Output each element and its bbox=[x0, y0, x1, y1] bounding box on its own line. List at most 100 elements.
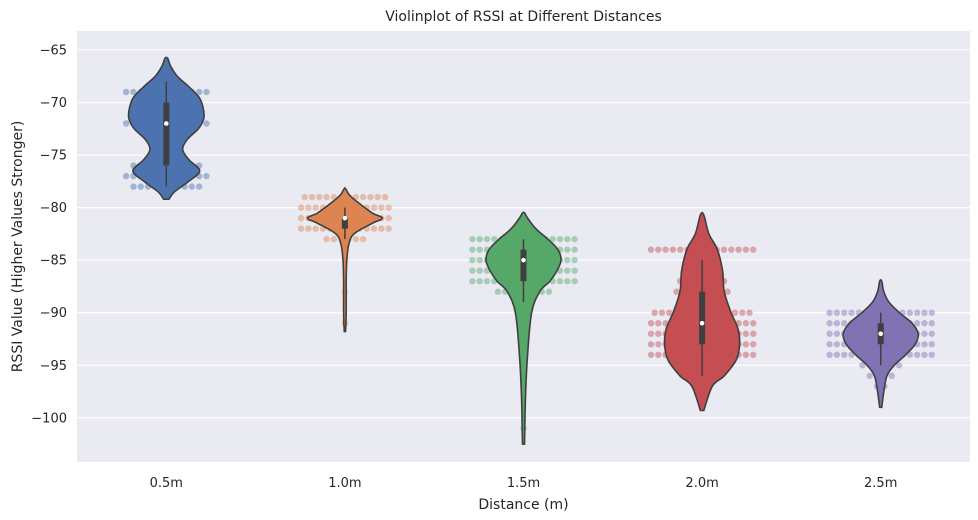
data-point bbox=[203, 120, 210, 127]
y-tick-label: −75 bbox=[40, 149, 67, 164]
data-point bbox=[928, 320, 935, 327]
data-point bbox=[571, 235, 578, 243]
data-point bbox=[195, 183, 203, 190]
violin-body bbox=[485, 211, 562, 445]
y-tick-label: −85 bbox=[40, 254, 67, 269]
x-tick-label: 1.5m bbox=[507, 476, 540, 491]
data-point bbox=[841, 309, 848, 316]
data-point bbox=[677, 246, 684, 253]
data-point bbox=[483, 235, 491, 243]
data-point bbox=[330, 235, 338, 243]
data-point bbox=[750, 330, 757, 337]
data-point bbox=[385, 204, 392, 211]
y-tick-label: −95 bbox=[40, 359, 67, 374]
data-point bbox=[381, 193, 389, 201]
data-point bbox=[833, 330, 841, 337]
data-point bbox=[370, 204, 378, 211]
data-point bbox=[928, 351, 935, 358]
data-point bbox=[195, 88, 203, 96]
data-point bbox=[122, 88, 130, 96]
data-point bbox=[833, 351, 841, 358]
median-marker bbox=[164, 121, 169, 126]
data-point bbox=[367, 193, 374, 201]
data-point bbox=[316, 193, 323, 201]
data-point bbox=[750, 351, 757, 358]
x-tick-label: 0.5m bbox=[150, 476, 183, 491]
data-point bbox=[750, 320, 757, 327]
data-point bbox=[545, 288, 553, 295]
data-point bbox=[724, 288, 731, 295]
data-point bbox=[833, 309, 841, 316]
data-point bbox=[571, 256, 578, 264]
data-point bbox=[914, 320, 921, 327]
data-point bbox=[921, 351, 928, 358]
data-point bbox=[859, 362, 866, 369]
data-point bbox=[352, 235, 360, 243]
x-tick-label: 2.5m bbox=[864, 476, 897, 491]
data-point bbox=[564, 246, 571, 253]
median-marker bbox=[878, 331, 883, 337]
data-point bbox=[571, 246, 578, 253]
data-point bbox=[895, 362, 903, 369]
data-point bbox=[720, 246, 728, 253]
data-point bbox=[826, 309, 833, 316]
data-point bbox=[666, 309, 673, 316]
y-tick-label: −80 bbox=[40, 201, 67, 216]
data-point bbox=[469, 246, 476, 253]
iqr-box bbox=[699, 291, 706, 345]
data-point bbox=[866, 372, 873, 379]
data-point bbox=[750, 341, 757, 348]
data-point bbox=[669, 246, 677, 253]
data-point bbox=[742, 330, 750, 337]
data-point bbox=[305, 204, 312, 211]
data-point bbox=[469, 277, 476, 285]
data-point bbox=[312, 225, 319, 232]
data-point bbox=[647, 351, 655, 358]
median-marker bbox=[699, 320, 705, 326]
data-point bbox=[826, 320, 833, 327]
data-point bbox=[378, 204, 385, 211]
data-point bbox=[297, 204, 305, 211]
data-point bbox=[564, 277, 571, 285]
data-point bbox=[188, 183, 196, 190]
data-point bbox=[483, 277, 491, 285]
data-point bbox=[323, 235, 330, 243]
data-point bbox=[742, 351, 750, 358]
data-point bbox=[658, 309, 666, 316]
data-point bbox=[731, 309, 739, 316]
data-point bbox=[130, 183, 137, 190]
violins bbox=[127, 56, 920, 445]
data-point bbox=[841, 351, 848, 358]
data-point bbox=[137, 183, 144, 190]
data-point bbox=[928, 309, 935, 316]
data-point bbox=[742, 320, 750, 327]
iqr-box bbox=[163, 102, 170, 166]
violin-body bbox=[306, 187, 384, 333]
iqr-box bbox=[341, 218, 348, 229]
data-point bbox=[833, 341, 841, 348]
data-point bbox=[742, 246, 750, 253]
y-tick-labels: −65 −70 −75 −80 −85 −90 −95 −100 bbox=[31, 43, 67, 426]
data-point bbox=[323, 193, 330, 201]
data-point bbox=[651, 309, 658, 316]
data-point bbox=[655, 351, 662, 358]
data-point bbox=[556, 235, 564, 243]
data-point bbox=[374, 193, 381, 201]
data-point bbox=[378, 225, 385, 232]
data-point bbox=[305, 225, 312, 232]
data-point bbox=[476, 267, 483, 274]
data-point bbox=[370, 225, 378, 232]
data-point bbox=[906, 309, 914, 316]
data-point bbox=[122, 172, 130, 180]
data-point bbox=[655, 341, 662, 348]
data-point bbox=[312, 204, 319, 211]
data-point bbox=[301, 193, 308, 201]
data-point bbox=[728, 246, 735, 253]
data-point bbox=[742, 341, 750, 348]
data-point bbox=[571, 267, 578, 274]
data-point bbox=[914, 309, 921, 316]
y-tick-label: −70 bbox=[40, 96, 67, 111]
data-point bbox=[469, 235, 476, 243]
